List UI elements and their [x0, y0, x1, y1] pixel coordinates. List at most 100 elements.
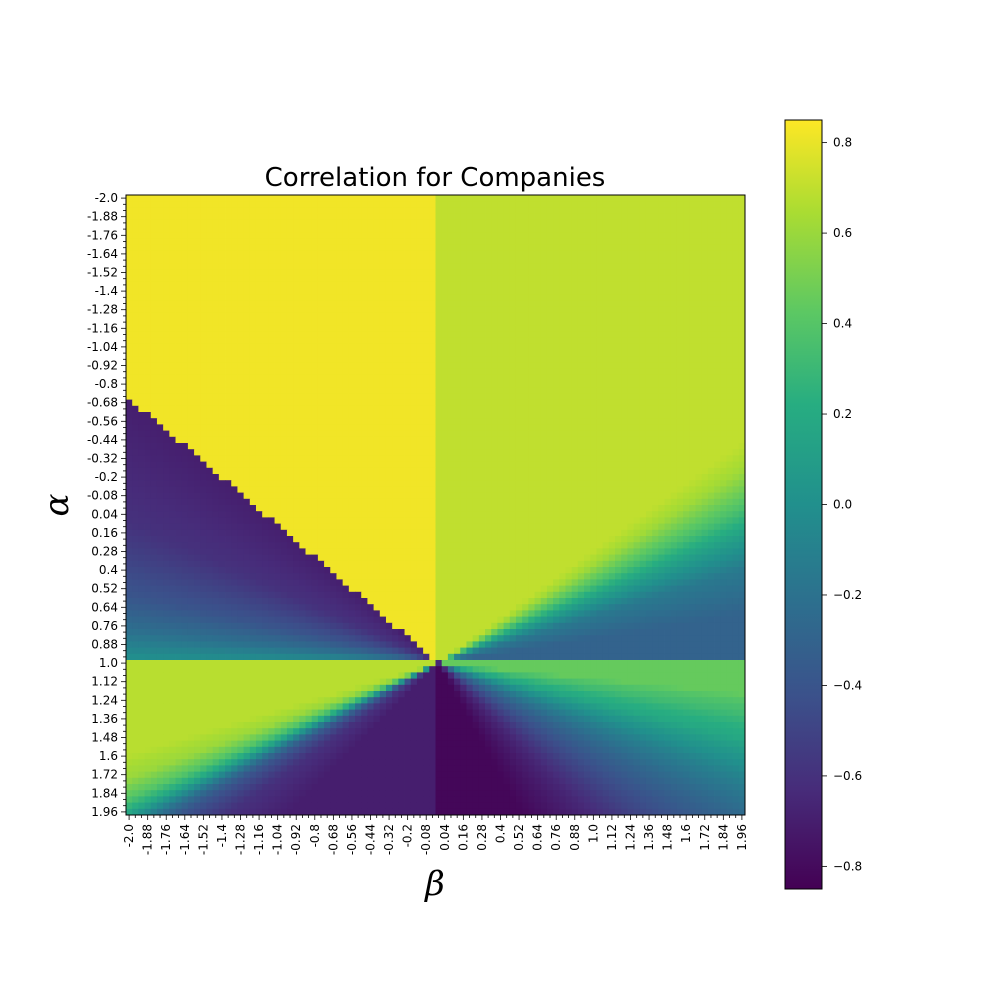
heatmap-cell [274, 343, 282, 351]
heatmap-cell [652, 350, 659, 357]
heatmap-cell [454, 362, 461, 369]
heatmap-cell [670, 319, 678, 326]
heatmap-cell [286, 424, 294, 431]
heatmap-cell [441, 288, 449, 295]
heatmap-cell [361, 350, 368, 357]
heatmap-cell [491, 424, 498, 431]
heatmap-cell [683, 418, 690, 425]
heatmap-cell [324, 368, 331, 376]
heatmap-cell [497, 337, 504, 345]
heatmap-cell [522, 319, 529, 326]
heatmap-cell [237, 337, 245, 345]
heatmap-cell [515, 461, 523, 469]
heatmap-cell [206, 455, 214, 462]
heatmap-cell [695, 387, 703, 394]
heatmap-cell [404, 232, 412, 239]
heatmap-cell [435, 461, 443, 469]
heatmap-cell [652, 281, 659, 289]
heatmap-cell [546, 244, 554, 252]
heatmap-cell [546, 374, 554, 382]
heatmap-cell [670, 492, 678, 500]
heatmap-cell [460, 238, 467, 245]
heatmap-cell [163, 356, 170, 363]
heatmap-cell [324, 312, 331, 320]
heatmap-cell [639, 350, 647, 357]
heatmap-cell [497, 219, 504, 227]
heatmap-cell [689, 498, 696, 506]
heatmap-cell [367, 201, 374, 208]
heatmap-cell [565, 350, 573, 357]
heatmap-cell [255, 288, 263, 295]
heatmap-cell [553, 418, 560, 425]
heatmap-cell [528, 436, 535, 444]
heatmap-cell [268, 498, 275, 506]
heatmap-cell [249, 281, 257, 289]
heatmap-cell [553, 257, 560, 264]
heatmap-cell [218, 294, 226, 301]
heatmap-cell [367, 343, 374, 351]
heatmap-cell [317, 263, 325, 270]
heatmap-cell [385, 312, 393, 320]
heatmap-cell [491, 201, 498, 208]
heatmap-cell [658, 195, 665, 202]
heatmap-cell [683, 467, 690, 475]
heatmap-cell [410, 325, 418, 332]
heatmap-cell [187, 238, 195, 245]
heatmap-cell [546, 219, 554, 227]
heatmap-cell [670, 498, 678, 506]
heatmap-cell [497, 498, 504, 506]
heatmap-cell [311, 244, 319, 252]
heatmap-cell [714, 356, 721, 363]
heatmap-cell [355, 207, 362, 214]
heatmap-cell [218, 461, 226, 469]
heatmap-cell [367, 232, 374, 239]
heatmap-cell [689, 343, 696, 351]
heatmap-cell [348, 486, 356, 493]
heatmap-cell [410, 319, 418, 326]
heatmap-cell [416, 325, 424, 332]
heatmap-cell [218, 474, 226, 481]
heatmap-cell [652, 337, 659, 345]
heatmap-cell [280, 219, 288, 227]
heatmap-cell [707, 492, 715, 500]
heatmap-cell [522, 455, 529, 462]
heatmap-cell [608, 374, 616, 382]
heatmap-cell [670, 213, 678, 221]
heatmap-cell [249, 306, 257, 314]
heatmap-cell [528, 275, 535, 283]
heatmap-cell [676, 356, 684, 363]
heatmap-cell [311, 492, 319, 500]
heatmap-cell [225, 232, 232, 239]
heatmap-cell [540, 449, 548, 456]
heatmap-cell [299, 244, 306, 252]
heatmap-cell [577, 238, 585, 245]
heatmap-cell [330, 195, 337, 202]
heatmap-cell [478, 269, 486, 276]
heatmap-cell [466, 486, 474, 493]
heatmap-cell [237, 480, 245, 487]
heatmap-cell [361, 232, 368, 239]
heatmap-cell [144, 275, 152, 283]
heatmap-cell [633, 350, 641, 357]
heatmap-cell [280, 498, 288, 506]
heatmap-cell [181, 498, 189, 506]
heatmap-cell [565, 399, 573, 407]
heatmap-cell [447, 281, 455, 289]
heatmap-cell [608, 412, 616, 419]
heatmap-cell [280, 368, 288, 376]
heatmap-cell [534, 362, 542, 369]
heatmap-cell [509, 474, 517, 481]
heatmap-cell [652, 219, 659, 227]
heatmap-cell [590, 418, 597, 425]
heatmap-cell [342, 263, 350, 270]
heatmap-cell [280, 486, 288, 493]
heatmap-cell [194, 436, 201, 444]
heatmap-cell [577, 257, 585, 264]
heatmap-cell [218, 430, 226, 438]
heatmap-cell [664, 356, 672, 363]
heatmap-cell [423, 424, 430, 431]
heatmap-cell [305, 300, 313, 307]
heatmap-cell [249, 244, 257, 252]
heatmap-cell [441, 381, 449, 388]
heatmap-cell [478, 257, 486, 264]
